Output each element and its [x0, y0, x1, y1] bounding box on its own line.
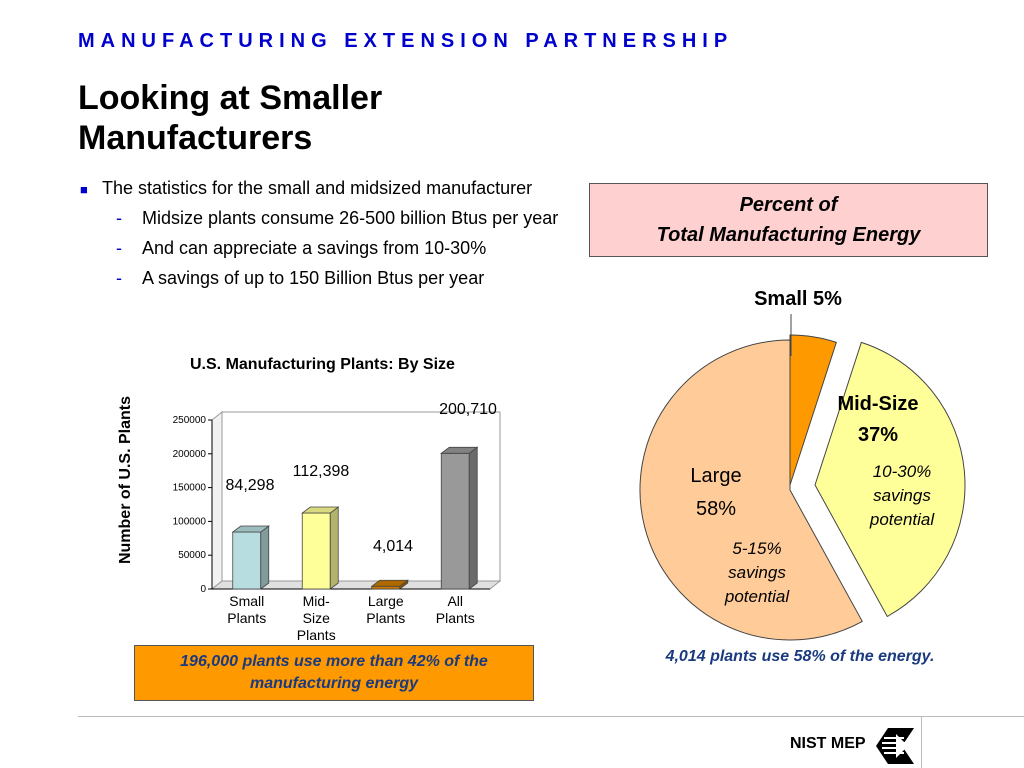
pie-slice: [639, 339, 863, 641]
pie-title-line-2: Total Manufacturing Energy: [656, 224, 921, 246]
bar-category-label: Plants: [227, 610, 266, 626]
bar-chart-note: 196,000 plants use more than 42% of the …: [134, 645, 534, 701]
pie-label-midsize: Mid-Size: [837, 393, 918, 415]
bar-category-label: Mid-: [303, 593, 331, 609]
slide-title: Looking at Smaller Manufacturers: [78, 78, 558, 158]
bar-category-label: Size: [303, 610, 330, 626]
bar: [440, 446, 479, 590]
sub-bullet: - Midsize plants consume 26-500 billion …: [78, 208, 598, 229]
bar-data-label: 84,298: [226, 477, 275, 494]
bullet-list: ■ The statistics for the small and midsi…: [78, 178, 598, 298]
square-bullet-icon: ■: [80, 182, 88, 197]
y-tick-label: 50000: [178, 550, 206, 561]
pie-slice: [789, 334, 837, 486]
y-tick-label: 200000: [173, 449, 207, 460]
sub-bullet-text: A savings of up to 150 Billion Btus per …: [142, 268, 485, 288]
sub-bullet-text: And can appreciate a savings from 10-30%: [142, 238, 487, 258]
dash-bullet-icon: -: [116, 268, 122, 288]
nist-mep-logo-icon: [876, 728, 914, 764]
bullet-main: ■ The statistics for the small and midsi…: [78, 178, 598, 199]
sub-bullet: - And can appreciate a savings from 10-3…: [78, 238, 598, 259]
pie-value-large: 58%: [696, 498, 736, 520]
pie-chart: Small 5% Mid-Size 37% 10-30% savings potentia…: [639, 288, 966, 641]
bar-category-label: Plants: [297, 627, 336, 643]
pie-title-line-1: Percent of: [739, 194, 838, 216]
bullet-main-text: The statistics for the small and midsize…: [102, 178, 533, 198]
y-tick-label: 150000: [173, 483, 207, 494]
bar-category-label: Small: [229, 593, 264, 609]
pie-note-large: 5-15%: [732, 539, 781, 558]
bar: [370, 579, 409, 590]
dash-bullet-icon: -: [116, 208, 122, 228]
bar-category-label: All: [447, 593, 463, 609]
sub-bullet-text: Midsize plants consume 26-500 billion Bt…: [142, 208, 559, 228]
bar-top: [370, 579, 409, 587]
bar-chart: 0 50000 100000 150000 200000 250000 84,298 Smal…: [173, 401, 502, 643]
footer-vertical-divider: [921, 716, 922, 768]
bar-top: [301, 506, 340, 514]
footer-divider: [78, 716, 1024, 717]
pie-note-large: potential: [724, 587, 790, 606]
bar-top: [231, 525, 270, 533]
pie-note-midsize: savings: [873, 486, 931, 505]
y-tick-label: 250000: [173, 415, 207, 426]
y-tick-label: 100000: [173, 516, 207, 527]
y-tick-label: 0: [200, 584, 206, 595]
bar-data-label: 200,710: [439, 401, 497, 418]
pie-label-large: Large: [690, 465, 741, 487]
bar-front: [301, 512, 331, 590]
title-line-1: Looking at Smaller: [78, 79, 383, 117]
bar-category-label: Large: [368, 593, 404, 609]
bar-data-label: 4,014: [373, 538, 413, 555]
pie-chart-title-box: Percent of Total Manufacturing Energy: [589, 183, 988, 257]
bar-category-label: Plants: [366, 610, 405, 626]
bar: [301, 506, 340, 590]
dash-bullet-icon: -: [116, 238, 122, 258]
title-line-2: Manufacturers: [78, 119, 313, 157]
pie-chart-note: 4,014 plants use 58% of the energy.: [665, 648, 935, 665]
sub-bullet: - A savings of up to 150 Billion Btus pe…: [78, 268, 598, 289]
bar: [231, 525, 270, 590]
pie-note-midsize: potential: [869, 510, 935, 529]
pie-label-small: Small 5%: [754, 288, 842, 310]
pie-slice: [814, 341, 966, 618]
bar-chart-title: U.S. Manufacturing Plants: By Size: [190, 356, 455, 373]
pie-note-large: savings: [728, 563, 786, 582]
footer-brand: NIST MEP: [790, 735, 866, 752]
pie-note-midsize: 10-30%: [873, 462, 932, 481]
header-banner: MANUFACTURING EXTENSION PARTNERSHIP: [78, 30, 734, 52]
bar-data-label: 112,398: [293, 463, 350, 480]
bar-top: [440, 446, 479, 454]
pie-value-midsize: 37%: [858, 424, 898, 446]
bar-category-label: Plants: [436, 610, 475, 626]
bar-front: [440, 452, 470, 590]
